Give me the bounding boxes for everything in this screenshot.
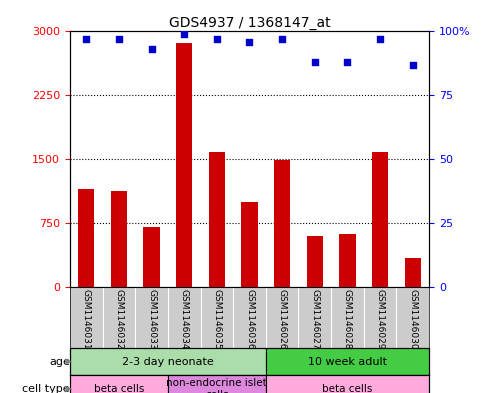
Text: 10 week adult: 10 week adult [308,356,387,367]
Point [343,59,351,65]
Text: beta cells: beta cells [322,384,373,393]
Text: non-endocrine islet
cells: non-endocrine islet cells [167,378,267,393]
Point [278,36,286,42]
Point [82,36,90,42]
Bar [339,234,356,287]
Text: GSM1146033: GSM1146033 [147,289,156,349]
Point [409,61,417,68]
Text: GSM1146029: GSM1146029 [376,289,385,349]
Bar [242,202,257,287]
Text: GSM1146030: GSM1146030 [408,289,417,349]
Bar [70,348,266,375]
Point [311,59,319,65]
Text: GSM1146026: GSM1146026 [277,289,286,349]
Text: GSM1146028: GSM1146028 [343,289,352,349]
Point [115,36,123,42]
Bar [78,189,94,287]
Text: GSM1146036: GSM1146036 [245,289,254,349]
Title: GDS4937 / 1368147_at: GDS4937 / 1368147_at [169,17,330,30]
Bar [307,236,323,287]
Bar [209,152,225,287]
Point [148,46,156,52]
Text: GSM1146032: GSM1146032 [114,289,123,349]
Bar [405,258,421,287]
Point [246,39,253,45]
Point [180,31,188,37]
Bar [266,375,429,393]
Text: age: age [49,356,70,367]
Bar [372,151,388,287]
Bar [266,348,429,375]
Bar [176,42,192,287]
Point [213,36,221,42]
Point [376,36,384,42]
Bar [70,375,168,393]
Text: cell type: cell type [22,384,70,393]
Text: GSM1146027: GSM1146027 [310,289,319,349]
Text: GSM1146034: GSM1146034 [180,289,189,349]
Text: 2-3 day neonate: 2-3 day neonate [122,356,214,367]
Bar [143,227,160,287]
Text: GSM1146031: GSM1146031 [82,289,91,349]
Text: beta cells: beta cells [94,384,144,393]
Bar [274,160,290,287]
Bar [168,375,266,393]
Text: GSM1146035: GSM1146035 [213,289,222,349]
Bar [111,191,127,287]
